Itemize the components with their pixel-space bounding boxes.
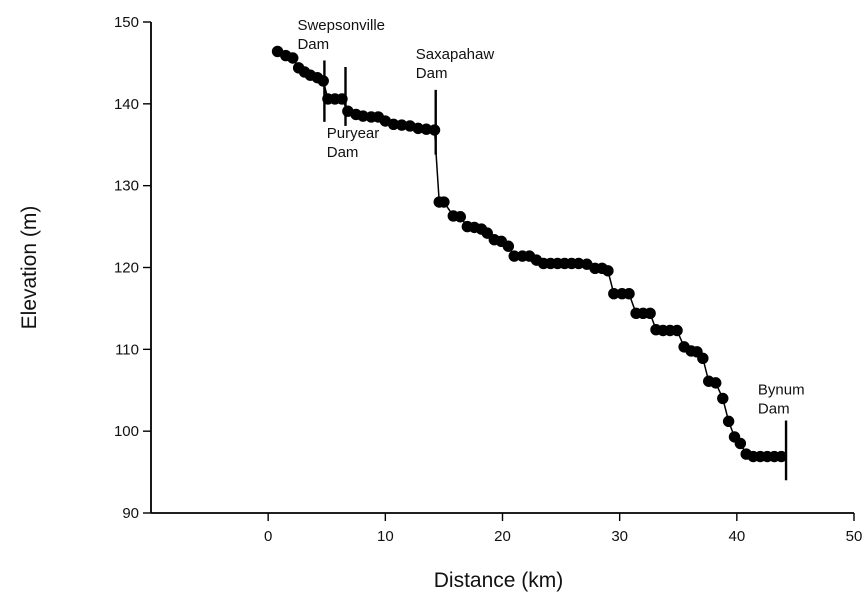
dam-label-line: Dam: [327, 144, 359, 161]
x-tick-label: 40: [728, 528, 745, 545]
dam-label: Swepsonville Dam: [297, 17, 385, 53]
y-tick-label: 110: [115, 341, 139, 358]
data-point: [734, 437, 747, 450]
data-point: [481, 227, 493, 239]
dam-label: Bynum Dam: [758, 381, 805, 417]
data-point: [697, 352, 709, 365]
data-point: [623, 287, 635, 300]
data-point: [438, 196, 450, 208]
dam-label-line: Swepsonville: [297, 17, 385, 34]
data-point: [287, 52, 299, 64]
data-point: [671, 324, 683, 337]
x-tick-label: 30: [611, 528, 628, 545]
y-tick-label: 100: [114, 423, 139, 440]
data-point: [722, 415, 735, 428]
y-tick-label: 90: [122, 505, 139, 522]
x-tick-label: 20: [494, 528, 511, 545]
x-tick-label: 50: [846, 528, 863, 545]
x-axis-label: Distance (km): [434, 569, 564, 592]
x-tick-label: 0: [264, 528, 272, 545]
dam-label: Saxapahaw Dam: [416, 46, 495, 82]
y-tick-label: 120: [114, 260, 139, 277]
dam-label-line: Saxapahaw: [416, 46, 495, 63]
dam-label-line: Dam: [416, 65, 448, 82]
dam-label-line: Dam: [758, 400, 790, 417]
data-point: [502, 240, 515, 252]
y-axis-label: Elevation (m): [18, 206, 41, 330]
y-tick-label: 150: [114, 14, 139, 31]
data-point: [644, 307, 656, 320]
data-point: [717, 392, 729, 405]
x-tick-label: 10: [377, 528, 394, 545]
data-point: [710, 377, 722, 389]
y-tick-label: 140: [114, 96, 139, 113]
y-tick-label: 130: [114, 178, 139, 195]
dam-label-line: Dam: [297, 36, 329, 53]
data-point: [454, 211, 467, 223]
dam-label: Puryear Dam: [327, 125, 380, 161]
data-point: [602, 265, 614, 277]
dam-label-line: Puryear: [327, 125, 380, 142]
dam-label-line: Bynum: [758, 381, 805, 398]
